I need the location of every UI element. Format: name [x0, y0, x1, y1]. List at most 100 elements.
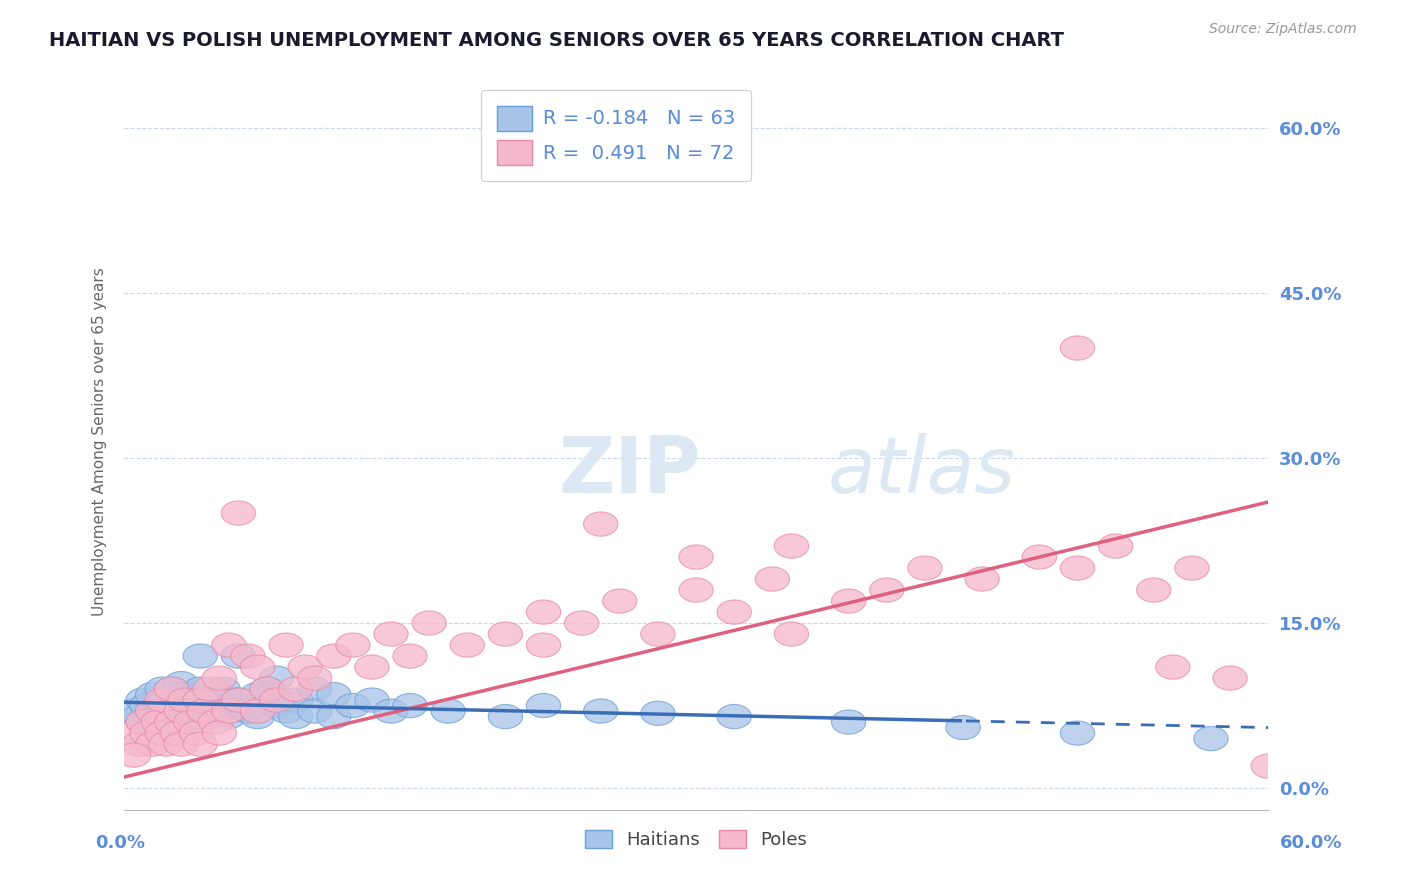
Ellipse shape: [1060, 336, 1095, 360]
Ellipse shape: [127, 710, 160, 734]
Ellipse shape: [167, 682, 202, 706]
Text: 60.0%: 60.0%: [1281, 834, 1343, 852]
Ellipse shape: [212, 705, 246, 729]
Ellipse shape: [679, 578, 713, 602]
Ellipse shape: [212, 693, 246, 718]
Ellipse shape: [603, 589, 637, 613]
Ellipse shape: [135, 699, 170, 723]
Ellipse shape: [198, 688, 233, 712]
Ellipse shape: [173, 699, 208, 723]
Ellipse shape: [145, 721, 180, 745]
Ellipse shape: [259, 666, 294, 690]
Ellipse shape: [374, 699, 408, 723]
Ellipse shape: [155, 710, 188, 734]
Ellipse shape: [127, 688, 160, 712]
Ellipse shape: [908, 556, 942, 580]
Ellipse shape: [165, 672, 198, 696]
Ellipse shape: [173, 710, 208, 734]
Ellipse shape: [141, 710, 176, 734]
Ellipse shape: [526, 633, 561, 657]
Ellipse shape: [135, 682, 170, 706]
Ellipse shape: [316, 682, 352, 706]
Ellipse shape: [127, 710, 160, 734]
Ellipse shape: [180, 705, 214, 729]
Ellipse shape: [564, 611, 599, 635]
Ellipse shape: [250, 677, 284, 701]
Ellipse shape: [165, 693, 198, 718]
Ellipse shape: [165, 732, 198, 756]
Ellipse shape: [641, 701, 675, 725]
Ellipse shape: [641, 622, 675, 646]
Ellipse shape: [231, 644, 266, 668]
Ellipse shape: [526, 693, 561, 718]
Ellipse shape: [278, 705, 312, 729]
Ellipse shape: [240, 699, 274, 723]
Ellipse shape: [288, 655, 322, 679]
Ellipse shape: [831, 710, 866, 734]
Ellipse shape: [269, 699, 304, 723]
Ellipse shape: [775, 534, 808, 558]
Ellipse shape: [155, 677, 188, 701]
Ellipse shape: [122, 705, 156, 729]
Ellipse shape: [965, 567, 1000, 591]
Ellipse shape: [374, 622, 408, 646]
Legend: R = -0.184   N = 63, R =  0.491   N = 72: R = -0.184 N = 63, R = 0.491 N = 72: [481, 90, 751, 181]
Text: Source: ZipAtlas.com: Source: ZipAtlas.com: [1209, 22, 1357, 37]
Ellipse shape: [1098, 534, 1133, 558]
Ellipse shape: [1060, 721, 1095, 745]
Ellipse shape: [183, 732, 218, 756]
Ellipse shape: [354, 655, 389, 679]
Y-axis label: Unemployment Among Seniors over 65 years: Unemployment Among Seniors over 65 years: [93, 268, 107, 615]
Ellipse shape: [202, 682, 236, 706]
Ellipse shape: [149, 688, 183, 712]
Ellipse shape: [155, 677, 188, 701]
Ellipse shape: [198, 710, 233, 734]
Ellipse shape: [1194, 726, 1227, 751]
Ellipse shape: [870, 578, 904, 602]
Ellipse shape: [1213, 666, 1247, 690]
Ellipse shape: [202, 666, 236, 690]
Ellipse shape: [129, 721, 165, 745]
Ellipse shape: [149, 732, 183, 756]
Ellipse shape: [183, 688, 218, 712]
Ellipse shape: [207, 677, 240, 701]
Ellipse shape: [155, 699, 188, 723]
Ellipse shape: [117, 699, 150, 723]
Ellipse shape: [1060, 556, 1095, 580]
Ellipse shape: [240, 655, 274, 679]
Ellipse shape: [450, 633, 485, 657]
Ellipse shape: [145, 677, 180, 701]
Text: atlas: atlas: [828, 433, 1015, 509]
Ellipse shape: [946, 715, 980, 739]
Ellipse shape: [122, 732, 156, 756]
Ellipse shape: [488, 622, 523, 646]
Ellipse shape: [583, 699, 617, 723]
Ellipse shape: [1136, 578, 1171, 602]
Ellipse shape: [183, 688, 218, 712]
Ellipse shape: [173, 688, 208, 712]
Ellipse shape: [269, 633, 304, 657]
Ellipse shape: [212, 699, 246, 723]
Ellipse shape: [193, 705, 226, 729]
Ellipse shape: [679, 545, 713, 569]
Ellipse shape: [583, 512, 617, 536]
Ellipse shape: [336, 633, 370, 657]
Ellipse shape: [212, 633, 246, 657]
Ellipse shape: [298, 677, 332, 701]
Ellipse shape: [336, 693, 370, 718]
Ellipse shape: [298, 699, 332, 723]
Ellipse shape: [1022, 545, 1056, 569]
Ellipse shape: [755, 567, 790, 591]
Ellipse shape: [193, 677, 226, 701]
Text: HAITIAN VS POLISH UNEMPLOYMENT AMONG SENIORS OVER 65 YEARS CORRELATION CHART: HAITIAN VS POLISH UNEMPLOYMENT AMONG SEN…: [49, 31, 1064, 50]
Ellipse shape: [526, 600, 561, 624]
Ellipse shape: [392, 644, 427, 668]
Ellipse shape: [231, 699, 266, 723]
Ellipse shape: [187, 699, 221, 723]
Ellipse shape: [221, 644, 256, 668]
Ellipse shape: [183, 644, 218, 668]
Ellipse shape: [221, 501, 256, 525]
Ellipse shape: [165, 710, 198, 734]
Ellipse shape: [135, 732, 170, 756]
Ellipse shape: [221, 688, 256, 712]
